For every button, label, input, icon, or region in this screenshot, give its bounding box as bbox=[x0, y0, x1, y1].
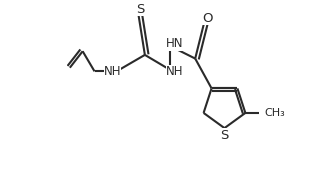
Text: NH: NH bbox=[166, 65, 184, 78]
Text: HN: HN bbox=[166, 37, 184, 51]
Text: S: S bbox=[220, 128, 229, 142]
Text: NH: NH bbox=[104, 65, 121, 78]
Text: S: S bbox=[136, 3, 145, 16]
Text: CH₃: CH₃ bbox=[265, 108, 285, 118]
Text: O: O bbox=[202, 12, 213, 25]
